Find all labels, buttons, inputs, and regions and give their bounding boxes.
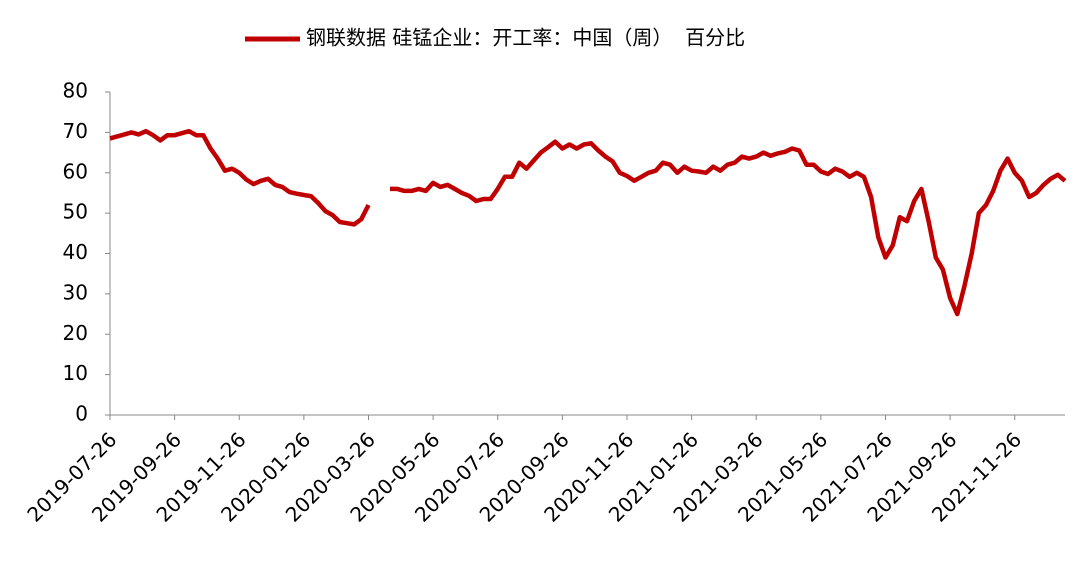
y-tick-label: 80 <box>63 79 88 103</box>
series-line <box>109 128 1067 317</box>
y-tick-label: 60 <box>63 159 88 183</box>
legend-label: 钢联数据 硅锰企业：开工率：中国（周） 百分比 <box>306 26 745 50</box>
y-tick-label: 50 <box>63 200 88 224</box>
y-tick-label: 20 <box>63 321 88 345</box>
y-tick-label: 40 <box>63 240 88 264</box>
y-tick-label: 10 <box>63 361 88 385</box>
y-tick-label: 30 <box>63 280 88 304</box>
y-tick-label: 0 <box>75 402 88 426</box>
y-tick-label: 70 <box>63 119 88 143</box>
